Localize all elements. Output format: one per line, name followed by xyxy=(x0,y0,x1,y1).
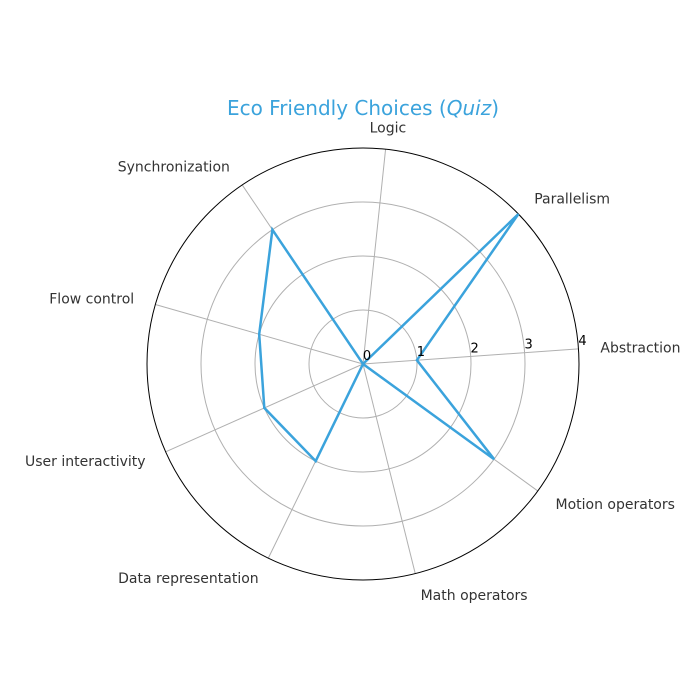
category-label-7: Math operators xyxy=(421,588,528,604)
chart-title-suffix: Quiz xyxy=(447,96,492,120)
outer-frame xyxy=(146,147,580,581)
grid-spoke-7 xyxy=(362,363,416,574)
radial-tick-1: 1 xyxy=(417,345,425,360)
series-line xyxy=(257,213,520,464)
category-label-4: Flow control xyxy=(49,291,134,307)
radial-tick-2: 2 xyxy=(471,342,479,357)
grid-spoke-2 xyxy=(362,149,387,365)
grid-circle-3 xyxy=(200,201,526,527)
category-labels: Abstraction Parallelism Logic Synchronizati… xyxy=(25,120,681,604)
grid-circle-1 xyxy=(308,309,418,419)
grid-spoke-0 xyxy=(362,348,579,365)
category-label-5: User interactivity xyxy=(25,454,146,470)
radar-series xyxy=(257,213,520,464)
category-label-2: Logic xyxy=(370,120,407,136)
radial-tick-4: 4 xyxy=(578,334,586,349)
category-label-8: Motion operators xyxy=(556,497,675,513)
category-label-1: Parallelism xyxy=(534,192,610,208)
radial-tick-labels: 0 1 2 3 4 xyxy=(363,334,587,364)
grid-circle-2 xyxy=(254,255,472,473)
chart-title-main: Eco Friendly Choices xyxy=(227,96,433,120)
chart-title: Eco Friendly Choices (Quiz) xyxy=(227,96,499,120)
radial-tick-0: 0 xyxy=(363,349,371,364)
category-label-6: Data representation xyxy=(118,571,259,587)
category-label-3: Synchronization xyxy=(118,160,230,176)
chart-title-paren-open: ( xyxy=(433,96,447,120)
chart-title-paren-close: ) xyxy=(491,96,499,120)
category-label-0: Abstraction xyxy=(600,340,680,356)
radial-tick-3: 3 xyxy=(524,338,532,353)
